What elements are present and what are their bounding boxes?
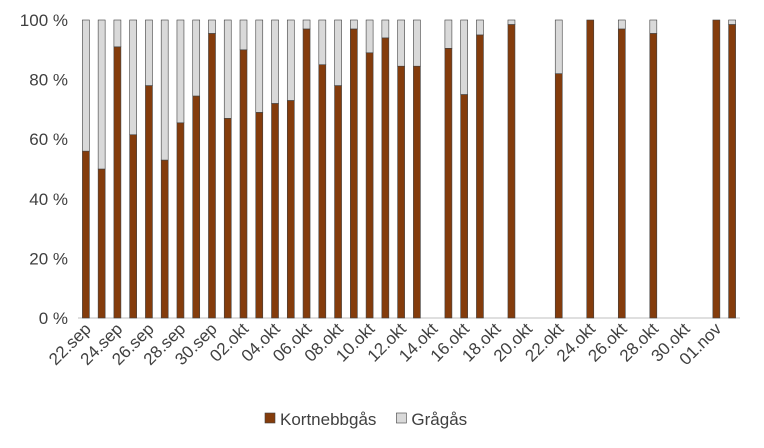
- bar-segment: [649, 33, 658, 319]
- bar-segment: [192, 19, 201, 97]
- bar-segment: [365, 52, 374, 319]
- bar-segment: [145, 19, 153, 86]
- bar-segment: [334, 85, 342, 319]
- bar-segment: [271, 103, 279, 319]
- y-tick-label: 0 %: [39, 309, 68, 328]
- bar-segment: [145, 85, 153, 319]
- y-tick-label: 40 %: [29, 190, 68, 209]
- bar-segment: [397, 65, 405, 319]
- bar-segment: [318, 19, 327, 66]
- y-tick-label: 60 %: [29, 130, 68, 149]
- bar-segment: [397, 19, 405, 67]
- bar-segment: [365, 19, 374, 54]
- legend-label: Grågås: [411, 410, 467, 429]
- y-tick-label: 100 %: [20, 11, 68, 30]
- bar-segment: [176, 19, 185, 124]
- bar-segment: [728, 19, 736, 25]
- bar-segment: [554, 73, 563, 319]
- bar-segment: [586, 19, 595, 319]
- bar-segment: [318, 64, 327, 319]
- bar-segment: [460, 19, 468, 95]
- bar-segment: [476, 19, 484, 36]
- bar-segment: [113, 46, 122, 319]
- bar-segment: [129, 19, 137, 136]
- bar-segment: [350, 19, 358, 30]
- bar-segment: [617, 19, 626, 30]
- bar-segment: [129, 134, 137, 319]
- bar-segment: [728, 24, 736, 319]
- bar-segment: [192, 95, 201, 319]
- bar-segment: [476, 34, 484, 319]
- bar-segment: [82, 150, 90, 319]
- bar-segment: [286, 100, 295, 319]
- bar-segment: [239, 19, 248, 51]
- bar-segment: [554, 19, 563, 74]
- bar-segment: [113, 19, 122, 48]
- bar-segment: [208, 33, 216, 319]
- bar-segment: [160, 19, 169, 161]
- legend-swatch: [396, 412, 407, 424]
- bar-segment: [302, 19, 311, 30]
- bar-segment: [97, 168, 106, 319]
- bar-segment: [507, 19, 516, 25]
- bar-segment: [286, 19, 295, 101]
- legend-label: Kortnebbgås: [280, 410, 376, 429]
- bar-segment: [381, 37, 390, 319]
- bar-segment: [302, 28, 311, 319]
- bar-segment: [444, 19, 453, 49]
- y-tick-label: 20 %: [29, 249, 68, 268]
- bar-segment: [160, 159, 169, 319]
- bar-segment: [507, 24, 516, 319]
- bar-segment: [712, 19, 721, 319]
- bar-segment: [381, 19, 390, 39]
- bar-segment: [97, 19, 106, 170]
- bar-segment: [460, 94, 468, 319]
- bar-segment: [176, 122, 185, 319]
- bar-segment: [413, 65, 421, 319]
- bar-segment: [271, 19, 279, 104]
- bar-segment: [350, 28, 358, 319]
- bar-segment: [82, 19, 90, 152]
- bar-segment: [649, 19, 658, 34]
- legend-swatch: [264, 412, 276, 424]
- bar-segment: [255, 19, 264, 113]
- bar-segment: [208, 19, 216, 34]
- bar-segment: [239, 49, 248, 319]
- bar-segment: [617, 28, 626, 319]
- bar-segment: [334, 19, 342, 86]
- bar-segment: [223, 118, 232, 319]
- bar-segment: [255, 112, 264, 319]
- y-tick-label: 80 %: [29, 71, 68, 90]
- bar-segment: [413, 19, 421, 67]
- bar-segment: [444, 48, 453, 319]
- bar-segment: [223, 19, 232, 119]
